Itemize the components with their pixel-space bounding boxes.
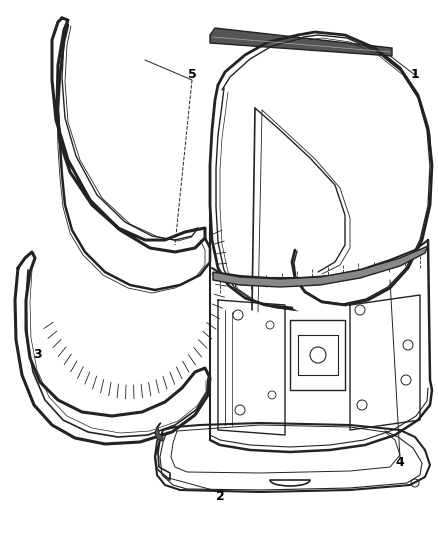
- Text: 5: 5: [187, 69, 196, 82]
- Polygon shape: [155, 423, 163, 441]
- Text: 3: 3: [34, 349, 42, 361]
- Text: 4: 4: [396, 456, 404, 469]
- Polygon shape: [210, 28, 392, 56]
- Text: 2: 2: [215, 490, 224, 504]
- Text: 1: 1: [411, 69, 419, 82]
- Polygon shape: [213, 246, 428, 287]
